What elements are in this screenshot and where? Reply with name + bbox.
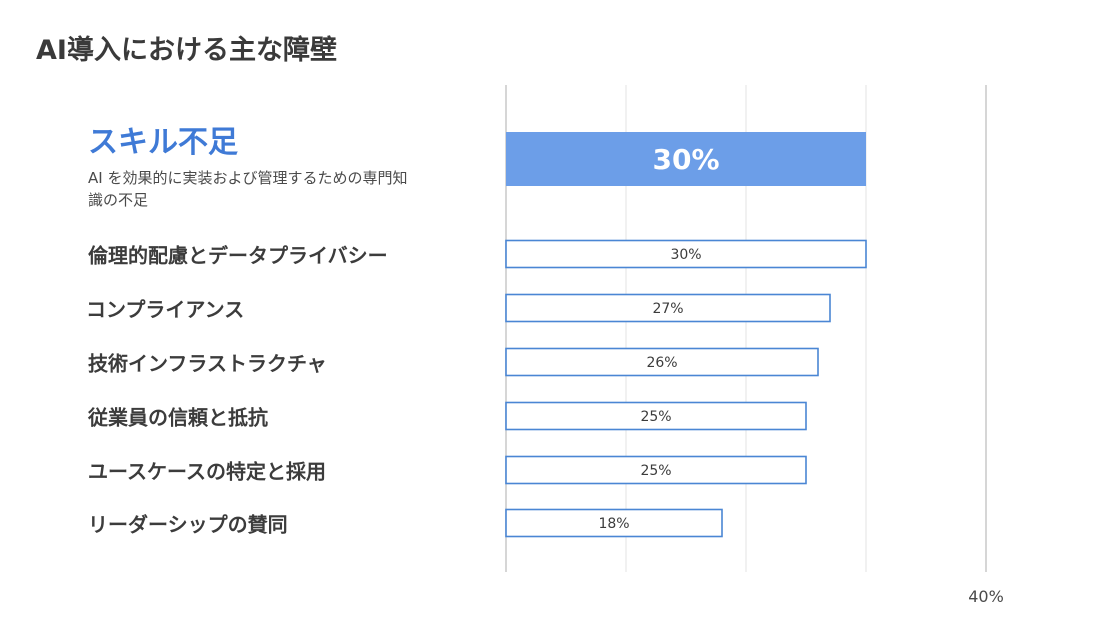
data-label: 25% <box>640 409 671 425</box>
category-label: 倫理的配慮とデータプライバシー <box>88 243 388 268</box>
bar <box>505 508 723 538</box>
bar <box>505 401 807 431</box>
highlighted-bar <box>506 132 866 186</box>
highlight-category-label: スキル不足 <box>88 125 238 160</box>
chart-title: AI導入における主な障壁 <box>36 35 337 66</box>
data-label: 30% <box>652 143 719 176</box>
bar <box>505 293 831 323</box>
data-label: 26% <box>646 355 677 371</box>
data-label: 27% <box>652 301 683 317</box>
bar <box>505 455 807 485</box>
category-label: 従業員の信頼と抵抗 <box>88 405 268 430</box>
x-tick-label: 40% <box>968 587 1004 606</box>
category-label: ユースケースの特定と採用 <box>88 459 326 484</box>
category-label: 技術インフラストラクチャ <box>88 351 327 376</box>
highlight-description: AI を効果的に実装および管理するための専門知識の不足 <box>88 169 408 209</box>
data-label: 25% <box>640 463 671 479</box>
category-label: リーダーシップの賛同 <box>88 512 288 537</box>
bar <box>505 239 867 269</box>
data-label: 18% <box>598 516 629 532</box>
bar <box>505 347 819 377</box>
data-label: 30% <box>670 247 701 263</box>
category-label: コンプライアンス <box>86 297 245 322</box>
